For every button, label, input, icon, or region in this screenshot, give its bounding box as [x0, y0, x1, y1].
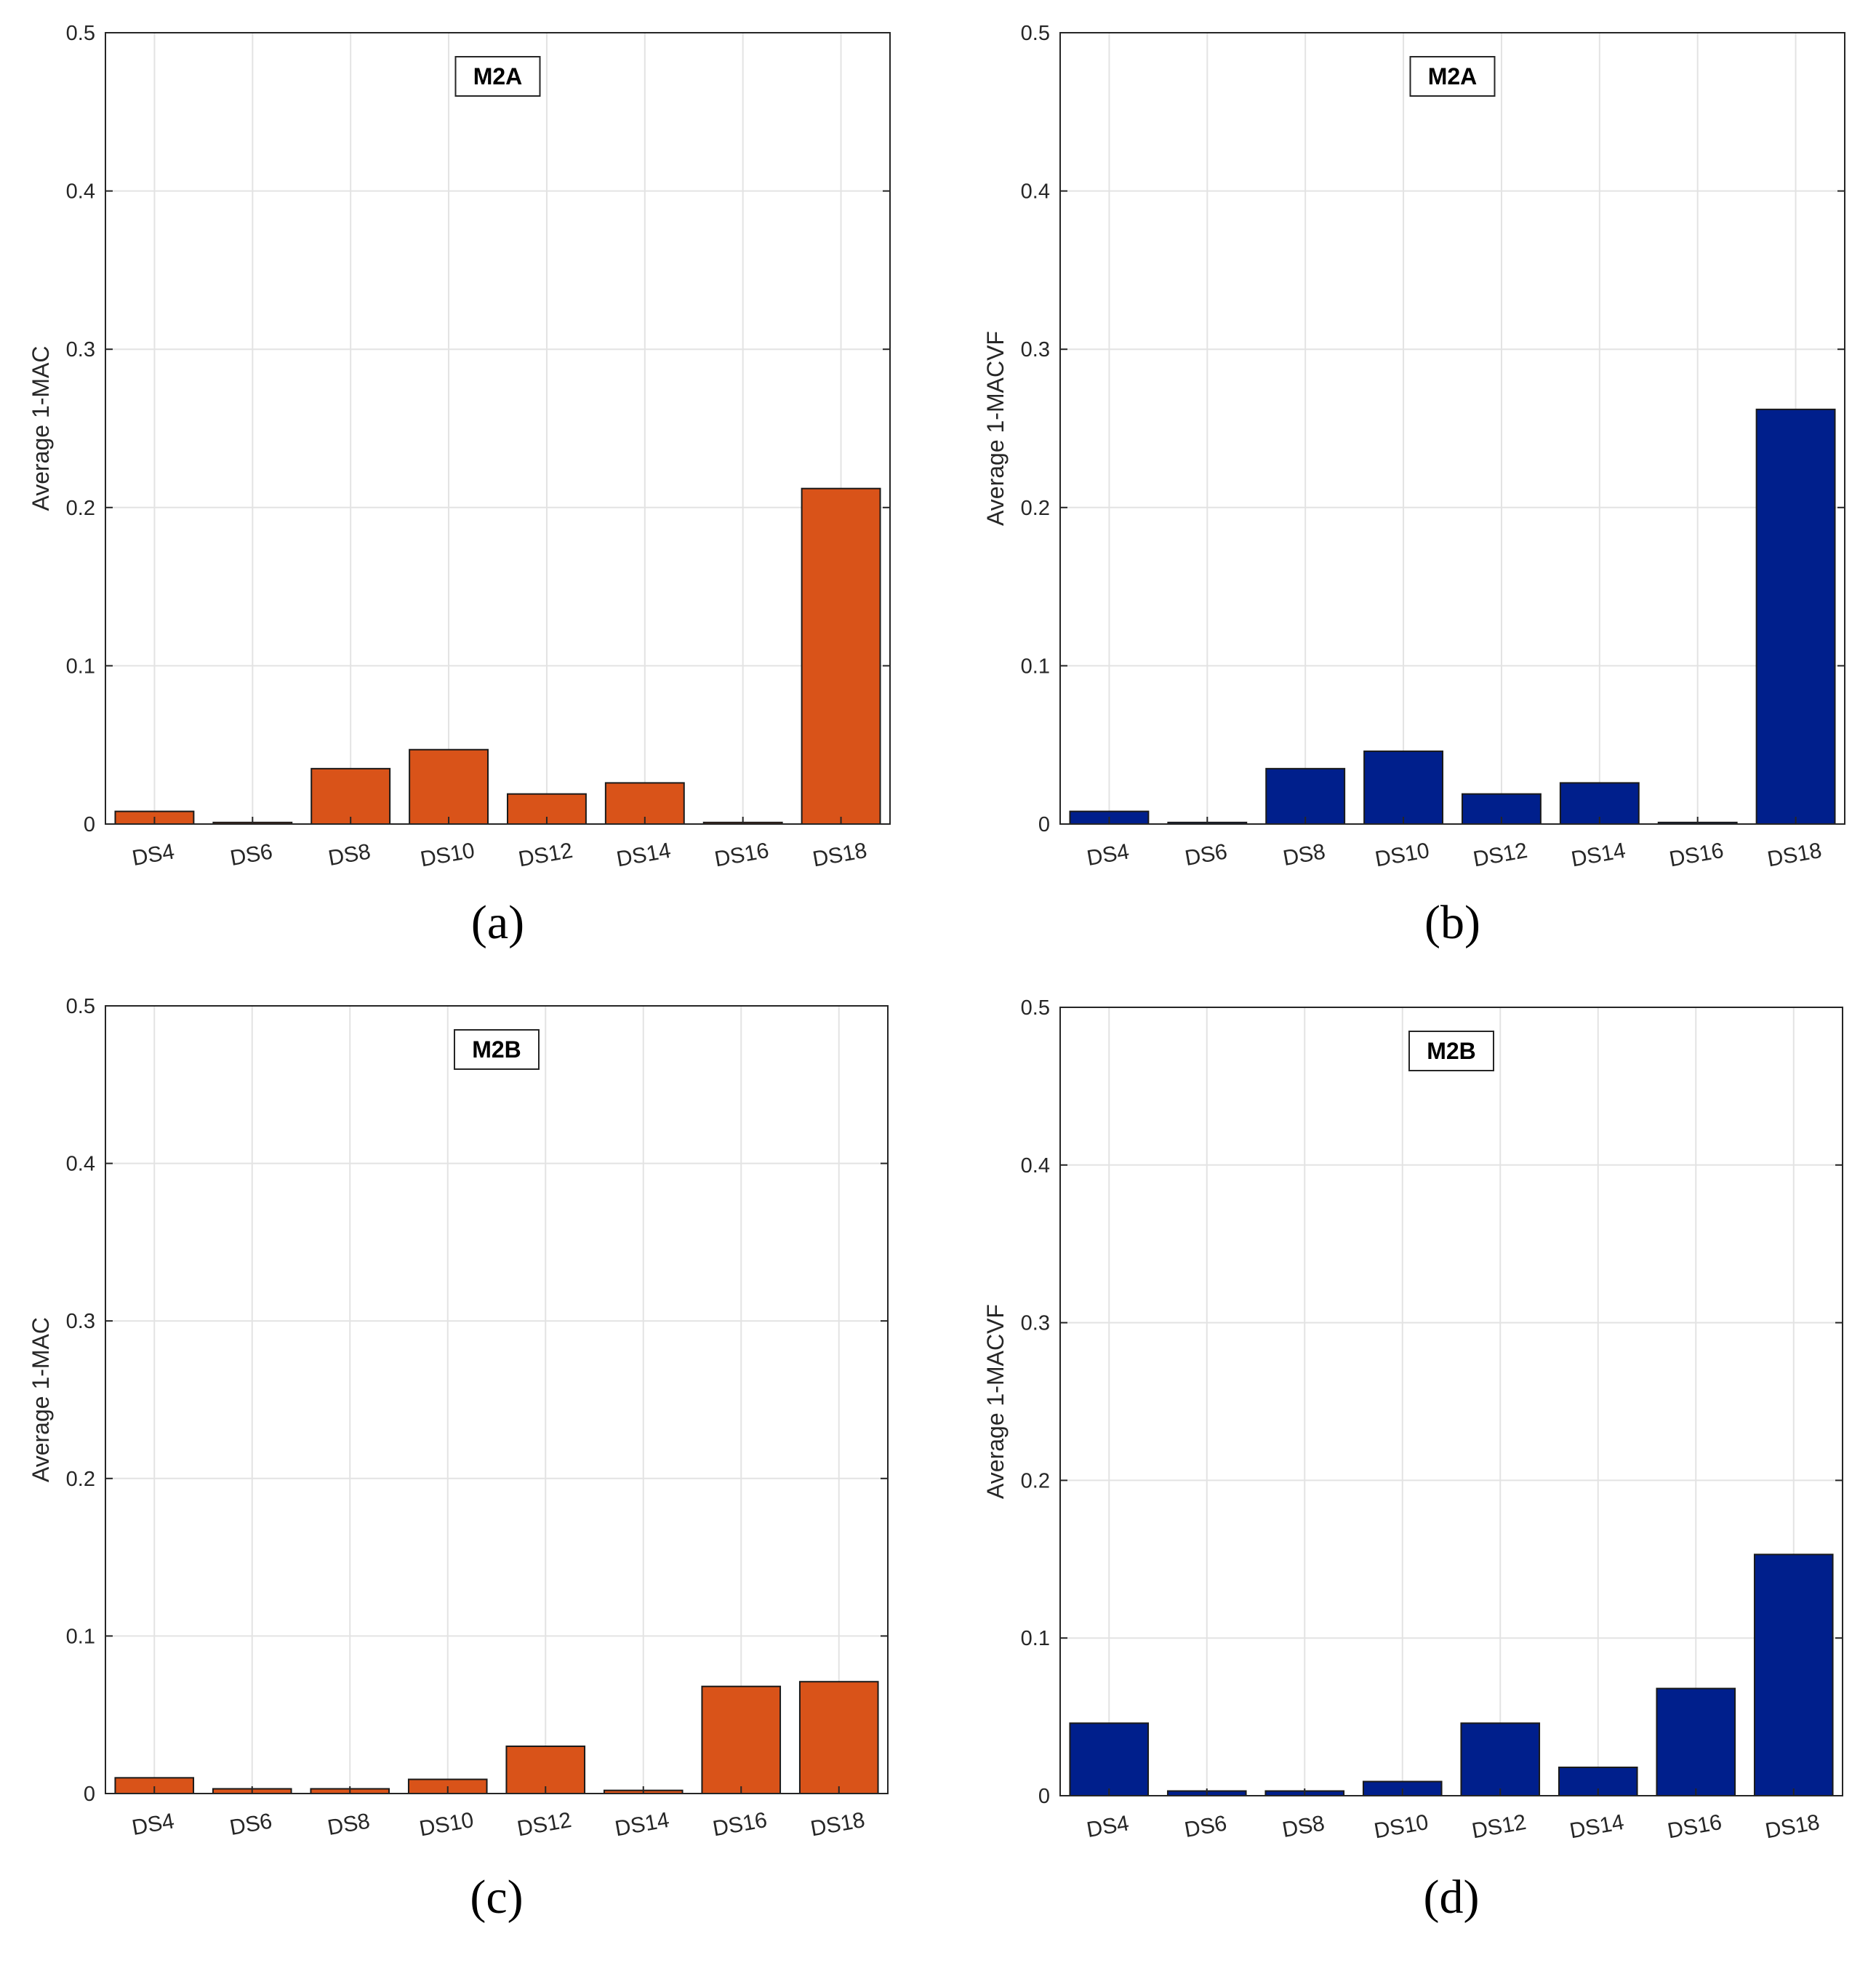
plot-area [1060, 1007, 1843, 1796]
y-tick-label: 0.3 [66, 1310, 95, 1333]
x-tick-label: DS4 [1085, 1811, 1131, 1842]
panel-caption: (d) [1424, 1871, 1480, 1924]
plot-area [1060, 33, 1845, 824]
y-tick-label: 0 [1038, 813, 1050, 836]
y-tick-label: 0.2 [1021, 497, 1050, 520]
y-tick-label: 0.4 [66, 180, 95, 204]
bar-ds16 [1656, 1687, 1736, 1796]
x-tick-label: DS12 [1471, 839, 1529, 872]
y-tick-label: 0.5 [1021, 996, 1050, 1020]
bar-ds10 [409, 748, 489, 825]
panel-caption: (c) [470, 1871, 523, 1924]
bar-ds18 [1755, 408, 1836, 825]
chart-panel-3: 0 0.1 0.2 0.3 0.4 0.5 DS4 DS6 DS8 DS10 DS12 DS14 DS1… [28, 995, 889, 1924]
x-tick-label: DS14 [1569, 839, 1627, 872]
axes-box [1059, 32, 1845, 825]
x-tick-label: DS18 [1763, 1810, 1821, 1844]
y-tick-label: 0.3 [1021, 338, 1050, 361]
bar-ds12 [1460, 1722, 1541, 1796]
x-tick-label: DS16 [1666, 1810, 1724, 1844]
bar-ds12 [505, 1746, 586, 1795]
x-tick-label: DS14 [614, 839, 673, 872]
x-tick-label: DS4 [130, 839, 176, 871]
y-tick-label: 0.4 [1021, 1154, 1050, 1178]
y-tick-label: 0.2 [66, 1468, 95, 1491]
chart-panel-2: 0 0.1 0.2 0.3 0.4 0.5 DS4 DS6 DS8 DS10 DS12 DS14 DS1… [982, 22, 1845, 949]
x-tick-label: DS12 [516, 839, 574, 872]
y-axis-label: Average 1-MAC [28, 1317, 54, 1482]
y-tick-label: 0.2 [1021, 1469, 1050, 1492]
y-tick-label: 0.1 [66, 1625, 95, 1648]
y-tick-label: 0.1 [1021, 655, 1050, 678]
y-tick-label: 0.4 [1021, 180, 1050, 204]
y-axis-label: Average 1-MACVF [982, 1304, 1009, 1499]
x-tick-label: DS4 [1085, 839, 1131, 871]
y-tick-label: 0.1 [1021, 1627, 1050, 1650]
panel-caption: (b) [1424, 896, 1480, 949]
bar-ds8 [1265, 767, 1346, 825]
x-tick-label: DS8 [1280, 1811, 1326, 1842]
chart-title: M2B [472, 1036, 521, 1063]
chart-panel-4: 0 0.1 0.2 0.3 0.4 0.5 DS4 DS6 DS8 DS10 DS12 DS14 DS1… [982, 996, 1843, 1924]
title-box [1408, 1031, 1494, 1071]
y-tick-label: 0.2 [66, 497, 95, 520]
x-tick-label: DS10 [1374, 839, 1432, 872]
x-tick-label: DS6 [228, 839, 274, 871]
title-box [454, 1029, 540, 1070]
bar-ds18 [1753, 1554, 1834, 1796]
y-tick-label: 0.3 [66, 338, 95, 361]
bar-ds4 [1069, 1722, 1150, 1796]
x-tick-label: DS14 [613, 1808, 671, 1842]
x-tick-label: DS8 [326, 1809, 372, 1840]
axes-box [1059, 1007, 1843, 1796]
x-tick-label: DS10 [417, 1808, 476, 1842]
x-tick-label: DS12 [1470, 1810, 1528, 1844]
x-tick-label: DS18 [809, 1808, 867, 1842]
bar-ds16 [701, 1685, 782, 1794]
axes-box [105, 1005, 889, 1794]
x-tick-label: DS16 [711, 1808, 769, 1842]
y-tick-label: 0.4 [66, 1153, 95, 1176]
x-tick-label: DS18 [1765, 839, 1824, 872]
bar-ds8 [310, 767, 391, 825]
x-tick-label: DS12 [516, 1808, 574, 1842]
bar-ds10 [1363, 750, 1444, 825]
title-box [1409, 56, 1496, 97]
x-tick-label: DS8 [1281, 839, 1327, 871]
x-tick-label: DS16 [713, 839, 771, 872]
y-tick-label: 0.5 [66, 22, 95, 45]
y-axis-label: Average 1-MACVF [982, 331, 1009, 526]
panel-caption: (a) [471, 896, 524, 949]
bar-ds18 [801, 487, 881, 825]
x-tick-label: DS8 [326, 839, 372, 871]
bar-ds18 [798, 1681, 879, 1795]
chart-title: M2A [473, 63, 523, 89]
y-axis-label: Average 1-MAC [28, 345, 54, 511]
y-tick-label: 0 [84, 813, 95, 836]
x-tick-label: DS4 [130, 1809, 176, 1840]
chart-panel-1: 0 0.1 0.2 0.3 0.4 0.5 DS4 DS6 DS8 DS10 DS12 DS14 DS1… [28, 22, 891, 949]
title-box [454, 56, 541, 97]
x-tick-label: DS16 [1667, 839, 1725, 872]
y-tick-label: 0 [1038, 1785, 1050, 1808]
y-tick-label: 0.3 [1021, 1312, 1050, 1335]
x-tick-label: DS6 [1183, 839, 1229, 871]
y-tick-label: 0 [84, 1783, 95, 1806]
chart-title: M2B [1427, 1038, 1476, 1064]
x-tick-label: DS6 [1182, 1811, 1228, 1842]
chart-title: M2A [1428, 63, 1478, 89]
x-tick-label: DS10 [419, 839, 477, 872]
plot-area [105, 1006, 888, 1794]
y-tick-label: 0.5 [1021, 22, 1050, 45]
y-tick-label: 0.1 [66, 655, 95, 678]
x-tick-label: DS14 [1568, 1810, 1626, 1844]
x-tick-label: DS18 [811, 839, 869, 872]
y-tick-label: 0.5 [66, 995, 95, 1018]
x-tick-label: DS10 [1372, 1810, 1430, 1844]
x-tick-label: DS6 [228, 1809, 273, 1840]
axes-box [105, 32, 891, 825]
plot-area [105, 33, 890, 824]
